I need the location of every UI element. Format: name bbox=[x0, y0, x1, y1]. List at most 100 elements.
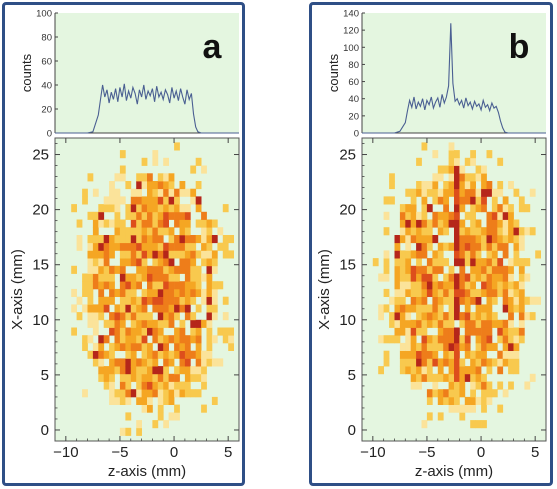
panel-a-heatmap-cell bbox=[114, 227, 121, 236]
panel-a-heatmap-cell bbox=[179, 304, 186, 313]
panel-a-heatmap-cell bbox=[163, 188, 169, 197]
panel-a-heatmap-cell bbox=[71, 288, 77, 297]
panel-b-heatmap-cell bbox=[448, 181, 455, 190]
panel-a-heatmap-cell bbox=[98, 350, 105, 359]
panel-b-heatmap-cell bbox=[421, 312, 428, 321]
panel-b-heatmap-cell bbox=[464, 258, 471, 267]
panel-a-heatmap-cell bbox=[125, 381, 132, 390]
panel-b-heatmap-cell bbox=[464, 327, 471, 336]
panel-a-heatmap-cell bbox=[163, 242, 169, 251]
panel-b-heatmap-cell bbox=[481, 227, 487, 236]
panel-b-heatmap-cell bbox=[448, 273, 455, 282]
panel-b-heatmap-cell bbox=[497, 242, 504, 251]
panel-b-heatmap-cell bbox=[421, 366, 428, 375]
panel-b-heatmap-cell bbox=[454, 250, 460, 259]
panel-b-heatmap-cell bbox=[389, 181, 395, 190]
panel-a-heatmap-cell bbox=[141, 250, 148, 259]
panel-a-heatmap-cell bbox=[190, 312, 197, 321]
panel-b-heatmap-cell bbox=[421, 304, 428, 313]
panel-a-heatmap-cell bbox=[114, 389, 121, 398]
panel-a-heatmap-cell bbox=[103, 381, 110, 390]
panel-a-heatmap-cell bbox=[222, 312, 229, 321]
panel-b-heatmap-cell bbox=[426, 273, 433, 282]
panel-b-heatmap-cell bbox=[421, 227, 428, 236]
panel-b-heatmap-cell bbox=[421, 265, 428, 274]
panel-a-heatmap-cell bbox=[141, 304, 148, 313]
panel-a-heatmap-cell bbox=[201, 219, 207, 228]
panel-b-heatmap-cell bbox=[459, 404, 466, 413]
panel-a-heatmap-cell bbox=[130, 389, 137, 398]
panel-b-heatmap-cell bbox=[497, 335, 504, 344]
panel-b-heatmap-cell bbox=[410, 196, 417, 205]
panel-a-heatmap-cell bbox=[130, 227, 137, 236]
panel-a-heatmap-cell bbox=[184, 288, 191, 297]
panel-a-heatmap-cell bbox=[190, 335, 197, 344]
panel-a-heatmap-cell bbox=[163, 288, 169, 297]
panel-b-heatmap-cell bbox=[481, 188, 487, 197]
panel-b-heatmap-cell bbox=[470, 258, 476, 267]
panel-a-heatmap-cell bbox=[119, 250, 126, 259]
panel-b-heatmap-cell bbox=[454, 366, 460, 375]
panel-a-heatmap-cell bbox=[168, 265, 175, 274]
panel-a-heatmap-cell bbox=[71, 304, 77, 313]
panel-a-heatmap-cell bbox=[168, 273, 175, 282]
panel-b-heatmap-cell bbox=[410, 281, 417, 290]
panel-a-heatmap-cell bbox=[157, 227, 164, 236]
panel-b-heatmap-cell bbox=[410, 204, 417, 213]
panel-a-heatmap-cell bbox=[184, 350, 191, 359]
panel-a-heatmap-cell bbox=[125, 335, 132, 344]
panel-b-heatmap-cell bbox=[535, 296, 541, 305]
panel-a-heatmap-cell bbox=[152, 211, 159, 220]
panel-a-heatmap-cell bbox=[119, 273, 126, 282]
panel-b-heatmap-cell bbox=[459, 335, 466, 344]
panel-b-heatmap-cell bbox=[497, 211, 504, 220]
panel-a-heatmap-cell bbox=[147, 227, 153, 236]
panel-b-heatmap-cell bbox=[416, 235, 422, 244]
panel-b-heatmap-cell bbox=[437, 366, 444, 375]
panel-a-heatmap-cell bbox=[163, 227, 169, 236]
panel-a-heatmap-cell bbox=[163, 319, 169, 328]
panel-b-heatmap-cell bbox=[459, 204, 466, 213]
panel-a-heatmap-cell bbox=[168, 296, 175, 305]
panel-b-heatmap-cell bbox=[405, 304, 412, 313]
panel-a-heatmap-cell bbox=[125, 396, 132, 405]
panel-a-heatmap-cell bbox=[157, 396, 164, 405]
panel-b-heatmap-cell bbox=[443, 358, 449, 367]
panel-a-heatmap-cell bbox=[179, 281, 186, 290]
panel-b-heatmap-cell bbox=[497, 327, 504, 336]
panel-a-heatmap-cell bbox=[174, 265, 180, 274]
panel-a-heatmap-cell bbox=[130, 358, 137, 367]
panel-b-heatmap-cell bbox=[421, 211, 428, 220]
panel-b-heatmap-cell bbox=[508, 319, 514, 328]
panel-b-heatmap-cell bbox=[524, 312, 531, 321]
panel-a-heatmap-cell bbox=[147, 188, 153, 197]
panel-b-heatmap-cell bbox=[508, 258, 514, 267]
panel-b-heatmap-cell bbox=[443, 396, 449, 405]
panel-a-heatmap-cell bbox=[87, 250, 94, 259]
panel-b-heatmap-cell bbox=[454, 389, 460, 398]
panel-b-histogram-ytick-label: 140 bbox=[343, 9, 359, 20]
panel-b-heatmap-cell bbox=[486, 335, 493, 344]
panel-a-heatmap-cell bbox=[103, 281, 110, 290]
panel-b-heatmap-cell bbox=[416, 227, 422, 236]
panel-b-heatmap-cell bbox=[464, 273, 471, 282]
panel-a-heatmap-cell bbox=[130, 188, 137, 197]
panel-a-heatmap-cell bbox=[92, 319, 99, 328]
panel-a-heatmap-cell bbox=[206, 288, 213, 297]
panel-a-heatmap-cell bbox=[217, 327, 224, 336]
panel-b-heatmap-cell bbox=[518, 312, 525, 321]
panel-a-heatmap-cell bbox=[141, 366, 148, 375]
panel-a-heatmap-cell bbox=[130, 373, 137, 382]
panel-b-heatmap-xtick-label: 5 bbox=[531, 444, 539, 461]
panel-b-heatmap-cell bbox=[426, 335, 433, 344]
panel-b-heatmap-cell bbox=[410, 350, 417, 359]
panel-b-heatmap-cell bbox=[486, 358, 493, 367]
panel-a-heatmap-cell bbox=[125, 358, 132, 367]
panel-a-heatmap-cell bbox=[109, 273, 115, 282]
panel-b-heatmap-cell bbox=[426, 288, 433, 297]
panel-a-heatmap-cell bbox=[195, 358, 202, 367]
panel-a-heatmap-cell bbox=[125, 281, 132, 290]
panel-a-heatmap-cell bbox=[119, 281, 126, 290]
panel-a-heatmap-cell bbox=[163, 181, 169, 190]
panel-a-heatmap-cell bbox=[119, 327, 126, 336]
